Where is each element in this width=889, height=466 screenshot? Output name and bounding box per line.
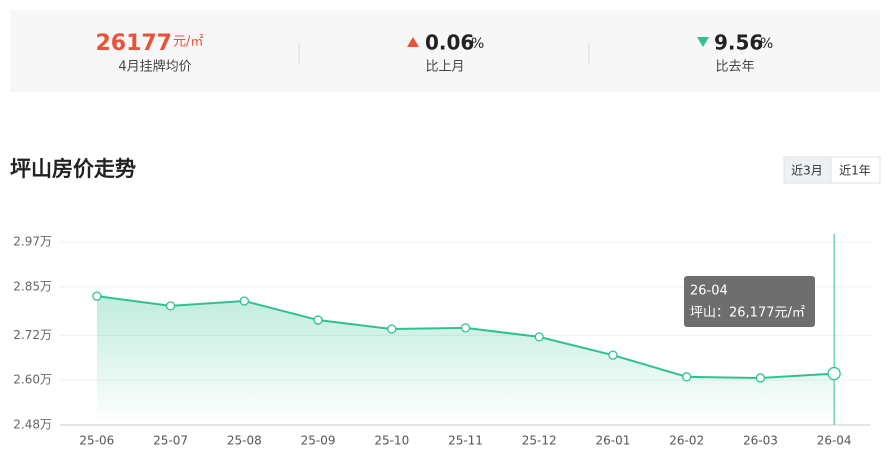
- point: [165, 301, 176, 311]
- x-tick-label: 26-03: [743, 434, 778, 448]
- tooltip-text: 坪山：26,177元/㎡: [690, 306, 805, 321]
- x-tick-label: 26-01: [596, 434, 631, 448]
- range-button[interactable]: [830, 156, 881, 184]
- up-arrow: [407, 37, 419, 47]
- point: [239, 296, 249, 306]
- x-tick-label: 26-04: [817, 434, 852, 448]
- point: [460, 323, 471, 333]
- stat-value: 26177: [95, 31, 172, 56]
- stat-value: 9.56: [714, 31, 763, 55]
- y-tick-label: 2.48万: [13, 418, 52, 432]
- point: [682, 372, 692, 382]
- x-tick-label: 25-11: [448, 434, 483, 448]
- tooltip-title: 26-04: [690, 284, 728, 299]
- range-button-label[interactable]: 近1年: [839, 164, 871, 178]
- stat-label: 比上月: [425, 60, 464, 75]
- stat-unit: %: [760, 36, 773, 52]
- stat-label: 比去年: [715, 60, 754, 75]
- stat-value: 0.06: [425, 31, 474, 55]
- x-tick-label: 25-09: [301, 434, 336, 448]
- x-tick-label: 26-02: [669, 434, 704, 448]
- point: [313, 315, 323, 325]
- stats-panel: [10, 10, 880, 92]
- x-tick-label: 25-10: [374, 434, 409, 448]
- x-tick-label: 25-07: [153, 434, 188, 448]
- point: [534, 332, 544, 342]
- y-tick-label: 2.60万: [13, 373, 52, 387]
- x-tick-label: 25-06: [79, 434, 114, 448]
- point: [387, 324, 397, 334]
- point: [827, 366, 841, 381]
- range-button-label[interactable]: 近3月: [791, 164, 823, 178]
- x-tick-label: 25-08: [227, 434, 262, 448]
- section-title: 坪山房价走势: [10, 157, 136, 181]
- x-tick-label: 25-12: [522, 434, 557, 448]
- point: [92, 291, 102, 301]
- down-arrow: [697, 37, 709, 47]
- point: [608, 350, 618, 360]
- stat-label: 4月挂牌均价: [118, 59, 191, 75]
- y-tick-label: 2.85万: [13, 279, 52, 293]
- stat-unit: 元/㎡: [173, 35, 203, 50]
- plot: 2.48万 2.60万 2.72万 2.85万 2.97万 25-06 25-07 25-08…: [13, 234, 871, 448]
- tooltip-box: [684, 276, 815, 327]
- area: [96, 296, 835, 425]
- point: [755, 373, 766, 383]
- y-tick-label: 2.97万: [13, 235, 52, 249]
- stat-unit: %: [471, 36, 484, 52]
- y-tick-label: 2.72万: [13, 328, 52, 342]
- range-button-active[interactable]: [783, 156, 832, 184]
- tooltip: 26-04 坪山：26,177元/㎡: [684, 276, 815, 327]
